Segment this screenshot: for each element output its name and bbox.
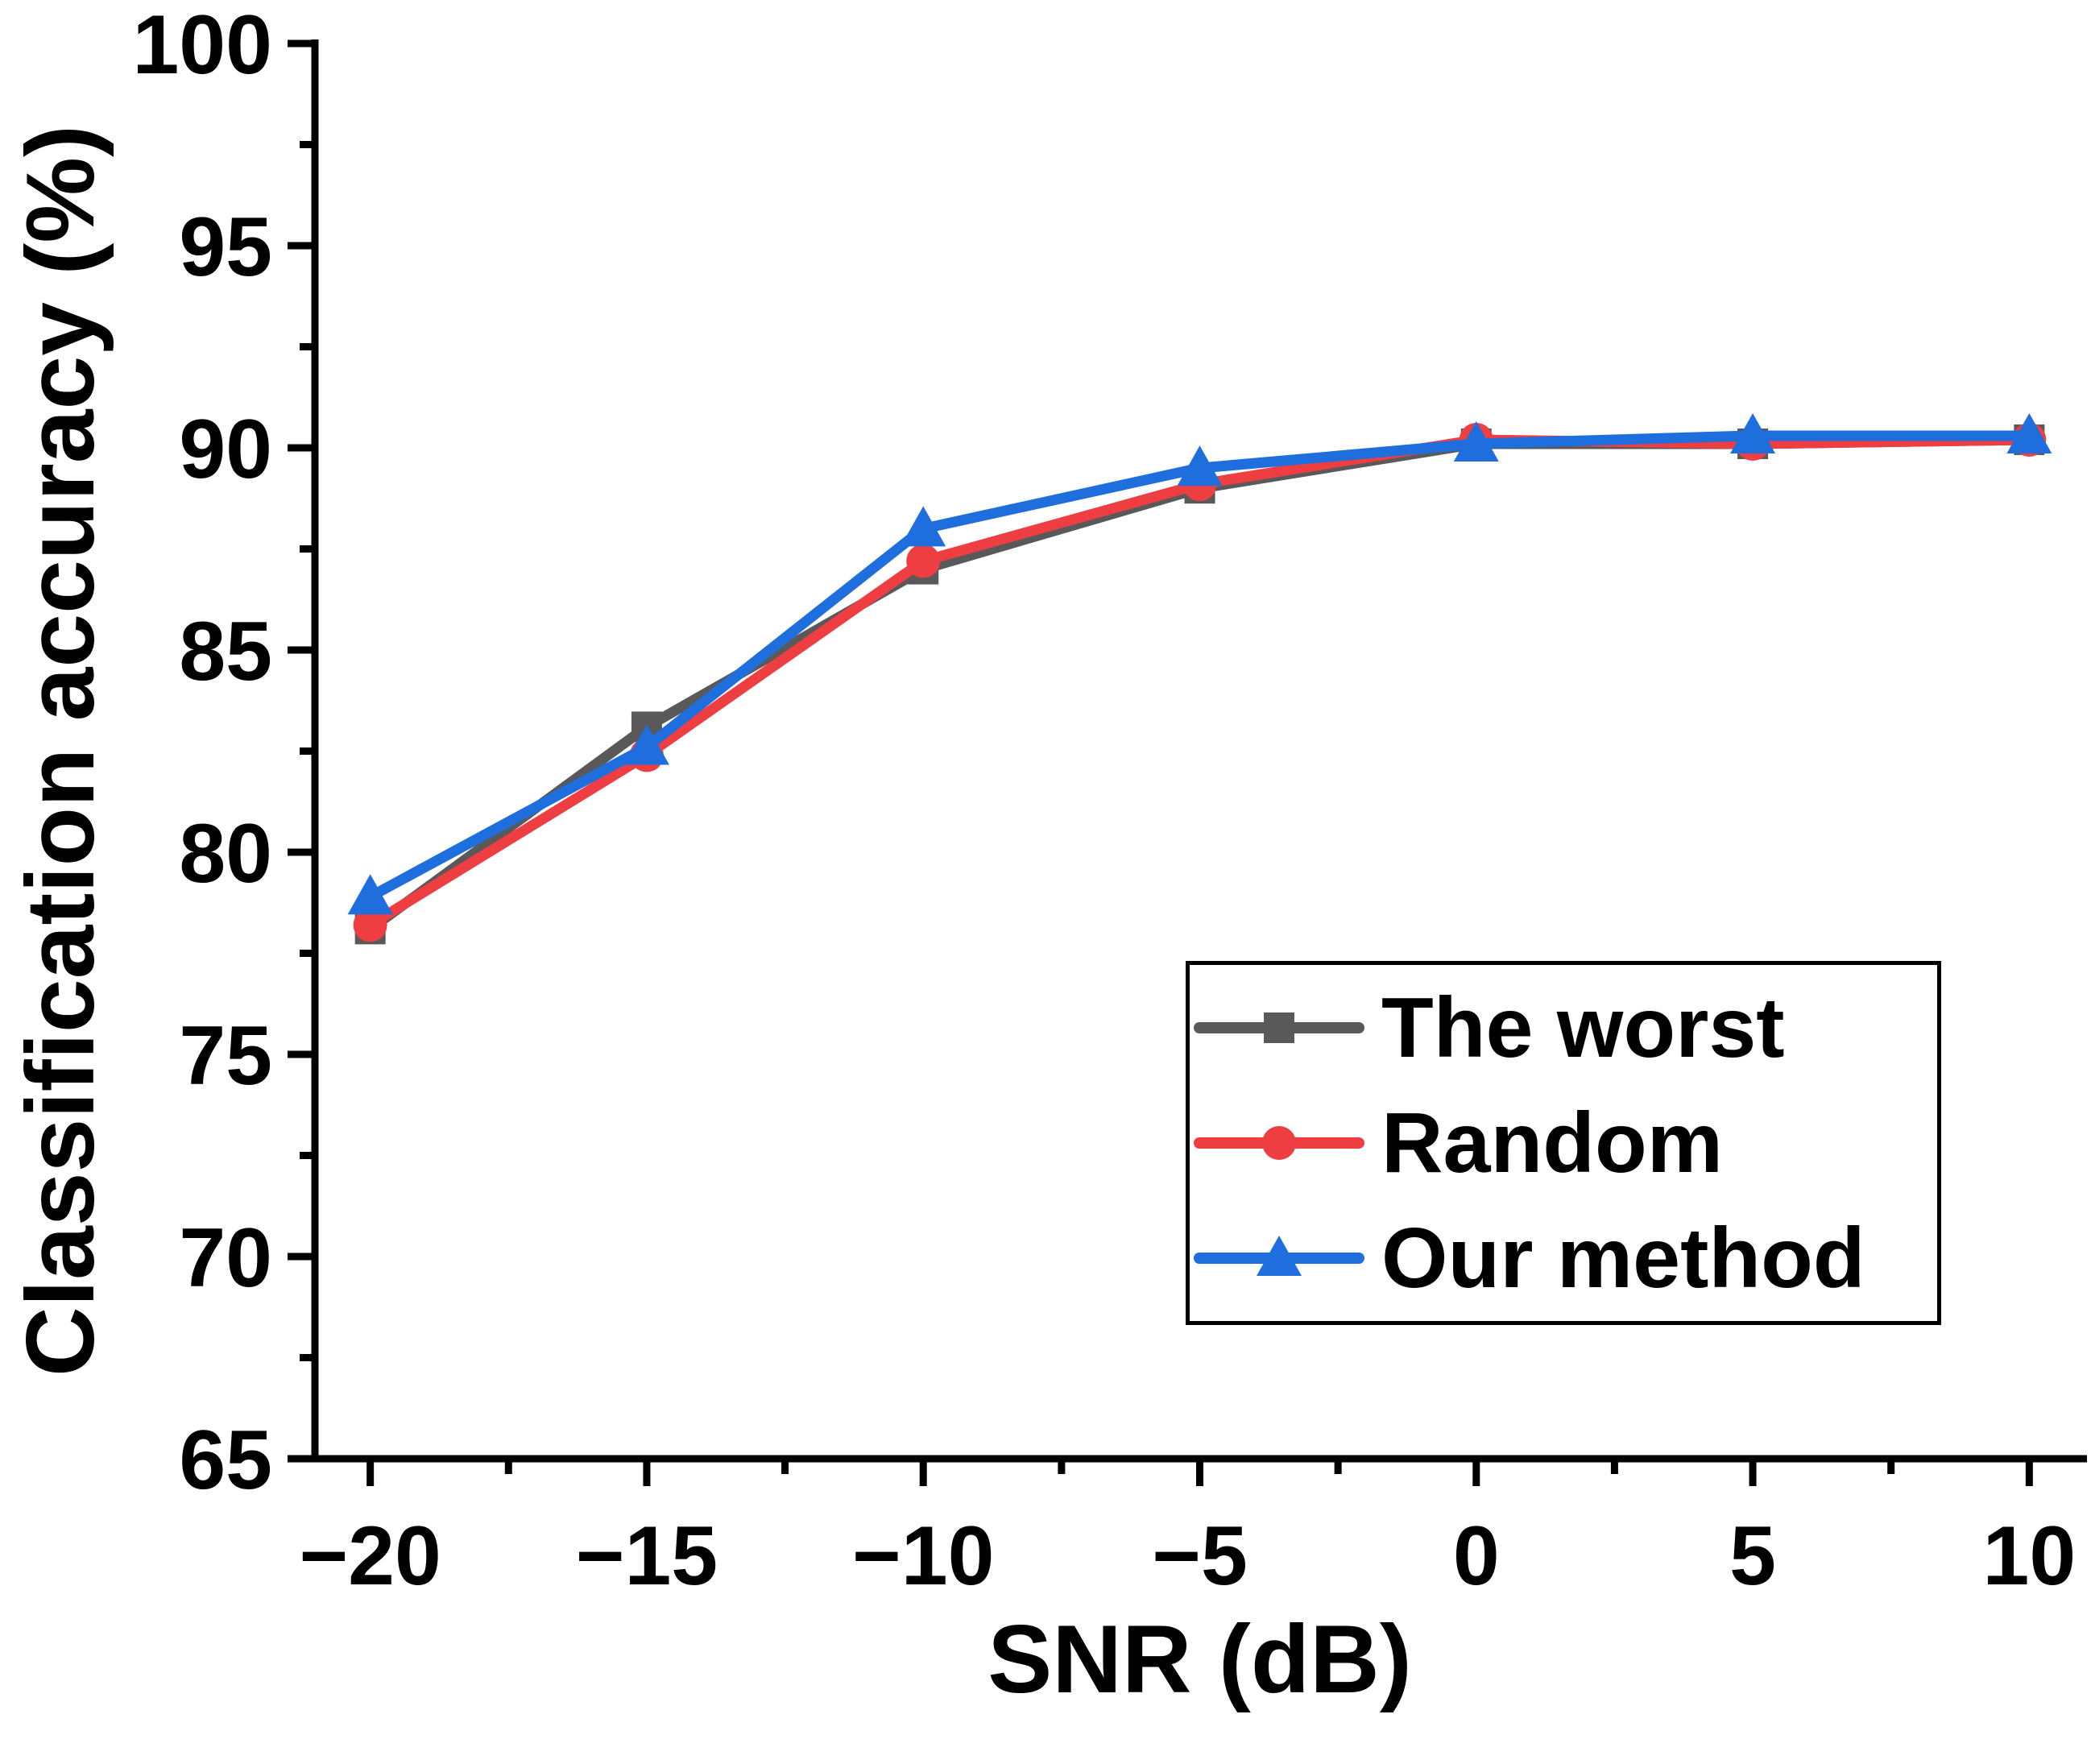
y-tick-label: 75: [179, 1009, 272, 1103]
legend-label: Our method: [1381, 1211, 1865, 1306]
legend-entry: Our method: [1190, 1210, 1937, 1306]
legend-label: Random: [1381, 1095, 1723, 1190]
x-tick-label: 10: [1983, 1509, 2077, 1603]
legend-marker-square: [1194, 1012, 1364, 1043]
series-square: [354, 424, 2045, 945]
x-tick-label: −15: [576, 1509, 718, 1603]
series-line: [367, 434, 2030, 930]
y-tick-label: 100: [132, 0, 272, 92]
series-line: [366, 434, 2030, 934]
x-tick-label: −10: [852, 1509, 994, 1603]
triangle-marker: [1257, 1236, 1302, 1277]
triangle-marker: [1177, 445, 1223, 487]
x-tick-label: 0: [1453, 1509, 1500, 1603]
series-line: [367, 430, 2030, 901]
triangle-marker: [623, 724, 669, 765]
y-tick-label: 95: [179, 201, 272, 294]
series-triangle: [347, 412, 2052, 915]
legend-entry: Random: [1190, 1095, 1937, 1191]
y-tick-label: 90: [179, 403, 272, 496]
legend-entry: The worst: [1190, 979, 1937, 1076]
x-tick-label: −20: [299, 1509, 441, 1603]
y-tick-label: 80: [179, 807, 272, 901]
triangle-marker: [347, 874, 393, 915]
square-marker: [1264, 1012, 1294, 1043]
triangle-marker: [901, 506, 946, 547]
circle-marker: [1262, 1125, 1296, 1160]
x-tick-label: 5: [1729, 1509, 1776, 1603]
circle-marker: [353, 908, 387, 942]
triangle-marker: [2006, 412, 2052, 453]
legend-marker-circle: [1194, 1125, 1364, 1160]
y-tick-label: 85: [179, 605, 272, 698]
legend-marker-triangle: [1194, 1236, 1364, 1277]
legend-box: The worst Random Our method: [1186, 961, 1941, 1325]
legend-label: The worst: [1381, 979, 1785, 1075]
triangle-marker: [1453, 420, 1499, 462]
series-circle: [353, 422, 2047, 942]
x-tick-label: −5: [1152, 1509, 1248, 1603]
y-tick-label: 70: [179, 1211, 272, 1305]
circle-marker: [906, 544, 941, 578]
y-axis-title: Classification accuracy (%): [6, 125, 114, 1377]
x-axis-title: SNR (dB): [988, 1605, 1412, 1713]
triangle-marker: [1730, 412, 1776, 453]
y-tick-label: 65: [179, 1414, 272, 1507]
